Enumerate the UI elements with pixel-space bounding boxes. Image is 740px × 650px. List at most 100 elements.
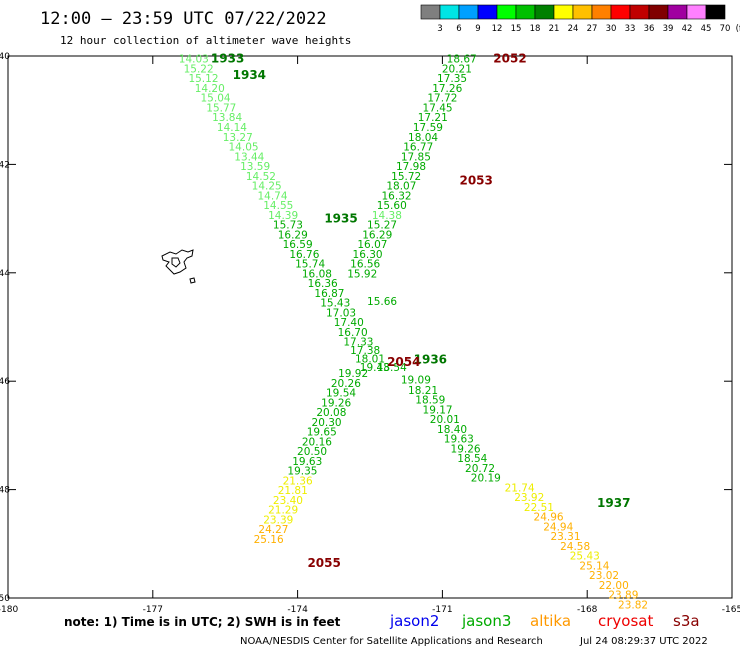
wave-height-label: 18.54 (457, 453, 487, 465)
color-scale-swatch (534, 4, 555, 20)
wave-height-label: 24.94 (543, 521, 573, 533)
color-scale-label: 36 (644, 24, 655, 34)
wave-height-label: 17.72 (427, 93, 457, 105)
satellite-legend: jason2 jason3 altika cryosat s3a (389, 612, 700, 630)
lon-tick-label: -174 (287, 605, 308, 615)
wave-height-label: 17.21 (418, 112, 448, 124)
wave-height-label: 14.74 (257, 190, 287, 202)
lon-tick-label: -165 (722, 605, 740, 615)
wave-height-label: 18.59 (415, 395, 445, 407)
wave-height-label: 23.89 (608, 590, 638, 602)
wave-height-label: 18.67 (447, 54, 477, 66)
wave-height-label: 16.29 (278, 229, 308, 241)
wave-height-label: 14.05 (229, 142, 259, 154)
wave-height-label: 14.20 (195, 83, 225, 95)
wave-height-label: 18.04 (408, 132, 438, 144)
color-scale-label: 12 (492, 24, 503, 34)
color-scale-label: 3 (437, 24, 442, 34)
pass-time-label: 2052 (493, 52, 526, 66)
map-subtitle: 12 hour collection of altimeter wave hei… (60, 34, 351, 47)
wave-height-label: 17.33 (343, 337, 373, 349)
wave-height-label: 23.02 (589, 570, 619, 582)
wave-height-label: 16.87 (314, 288, 344, 300)
wave-height-label: 23.31 (550, 531, 580, 543)
pass-time-label: 1935 (324, 212, 357, 226)
color-scale-label: 45 (701, 24, 712, 34)
wave-height-label: 24.58 (560, 541, 590, 553)
map-title: 12:00 — 23:59 UTC 07/22/2022 (40, 9, 327, 29)
wave-height-label: 21.29 (268, 505, 298, 517)
wave-height-label: 24.27 (258, 524, 288, 536)
lon-tick-label: -168 (577, 605, 598, 615)
pass-time-label: 1933 (211, 52, 244, 66)
color-scale-label: 39 (663, 24, 674, 34)
wave-height-label: 15.60 (377, 200, 407, 212)
satellite-legend-jason2: jason2 (389, 612, 439, 630)
wave-height-label: 19.92 (338, 368, 368, 380)
lon-tick-label: -171 (432, 605, 452, 615)
lat-tick-label: -44 (0, 269, 10, 279)
wave-height-label: 22.51 (524, 502, 554, 514)
wave-height-label: 17.85 (401, 151, 431, 163)
wave-height-label: 20.08 (316, 407, 346, 419)
wave-height-label: 20.16 (302, 436, 332, 448)
wave-height-label: 16.70 (338, 327, 368, 339)
wave-height-label: 20.19 (471, 473, 501, 485)
wave-height-label: 20.30 (312, 417, 342, 429)
lon-tick-label: -180 (0, 605, 18, 615)
wave-height-label: 15.92 (347, 268, 377, 280)
color-scale-swatch (686, 4, 707, 20)
wave-height-label: 23.82 (618, 600, 648, 612)
wave-height-label: 17.03 (326, 307, 356, 319)
footer-generated: Jul 24 08:29:37 UTC 2022 (579, 636, 708, 647)
wave-height-label: 16.32 (382, 190, 412, 202)
map-border (7, 55, 733, 599)
wave-height-label: 15.43 (320, 298, 350, 310)
pass-time-label: 1936 (414, 353, 447, 367)
wave-height-label: 20.72 (465, 463, 495, 475)
wave-height-label: 19.26 (321, 397, 351, 409)
wave-height-label: 16.56 (350, 259, 380, 271)
wave-height-label: 16.76 (289, 249, 319, 261)
wave-height-label: 20.50 (297, 446, 327, 458)
color-scale-swatch (458, 4, 479, 20)
wave-height-label: 13.44 (234, 151, 264, 163)
pass-time-label: 1937 (597, 496, 630, 510)
wave-height-label: 15.27 (367, 220, 397, 232)
wave-height-label: 15.12 (188, 73, 218, 85)
wave-height-label: 15.04 (201, 93, 231, 105)
color-scale-swatch (610, 4, 631, 20)
wave-height-label: 19.63 (292, 456, 322, 468)
map-frame: -180 -177 -174 -171 -168 -165 -40 -42 -44 -46 -48 -… (0, 52, 740, 615)
wave-height-label: 21.36 (283, 475, 313, 487)
wave-height-label: 13.84 (212, 112, 242, 124)
pass-time-label: 2055 (307, 556, 340, 570)
wave-height-label: 14.14 (217, 122, 247, 134)
color-scale-swatch (439, 4, 460, 20)
color-scale-swatch (477, 4, 498, 20)
wave-height-label: 14.55 (263, 200, 293, 212)
wave-height-label: 18.40 (437, 424, 467, 436)
wave-height-label: 18.01 (355, 353, 385, 365)
color-scale-label: 15 (511, 24, 522, 34)
color-scale-label: 70 (720, 24, 731, 34)
chatham-lagoon-shape (171, 257, 181, 268)
lat-tick-label: -40 (0, 52, 10, 62)
wave-height-label: 17.98 (396, 161, 426, 173)
wave-height-label: 23.39 (263, 514, 293, 526)
wave-height-label: 16.30 (353, 249, 383, 261)
wave-height-label: 17.45 (423, 102, 453, 114)
color-scale-label: 9 (475, 24, 480, 34)
color-scale-swatch (572, 4, 593, 20)
wave-height-label: 14.38 (372, 210, 402, 222)
wave-height-label: 17.38 (350, 345, 380, 357)
wave-height-label: 22.00 (599, 580, 629, 592)
color-scale-swatch (553, 4, 574, 20)
satellite-legend-cryosat: cryosat (598, 612, 653, 630)
note-text: note: 1) Time is in UTC; 2) SWH is in fe… (64, 615, 341, 629)
color-scale-swatch (705, 4, 726, 20)
wave-height-label: 19.54 (326, 388, 356, 400)
wave-height-label: 23.40 (273, 495, 303, 507)
